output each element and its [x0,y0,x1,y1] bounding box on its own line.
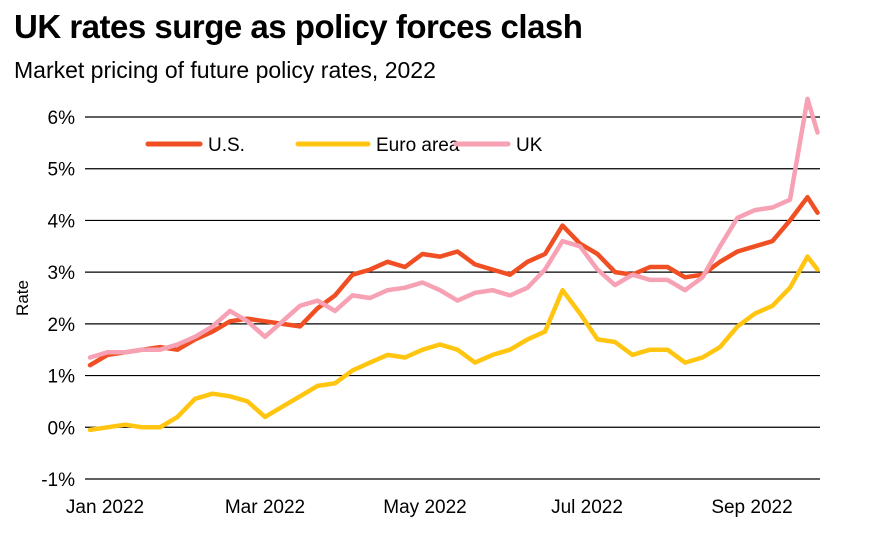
series-line [87,254,820,433]
chart-subtitle: Market pricing of future policy rates, 2… [14,57,436,83]
series-line [87,96,820,360]
x-tick-label: Jul 2022 [551,497,623,518]
y-tick-label: 3% [48,263,76,284]
chart-title: UK rates surge as policy forces clash [14,8,583,45]
legend-label: U.S. [208,135,245,156]
y-tick-label: 1% [48,367,76,388]
legend-label: Euro area [376,135,460,156]
y-tick-label: 4% [48,211,76,232]
y-tick-label: 2% [48,315,76,336]
x-tick-label: May 2022 [383,497,466,518]
x-tick-label: Jan 2022 [66,497,144,518]
y-tick-label: 5% [48,160,76,181]
y-tick-label: 6% [48,108,76,129]
series-line [87,194,820,368]
y-tick-label: -1% [41,470,75,491]
y-tick-label: 0% [48,418,76,439]
y-axis-title: Rate [13,280,32,316]
legend-label: UK [516,135,543,156]
x-tick-label: Mar 2022 [225,497,305,518]
x-tick-label: Sep 2022 [711,497,792,518]
